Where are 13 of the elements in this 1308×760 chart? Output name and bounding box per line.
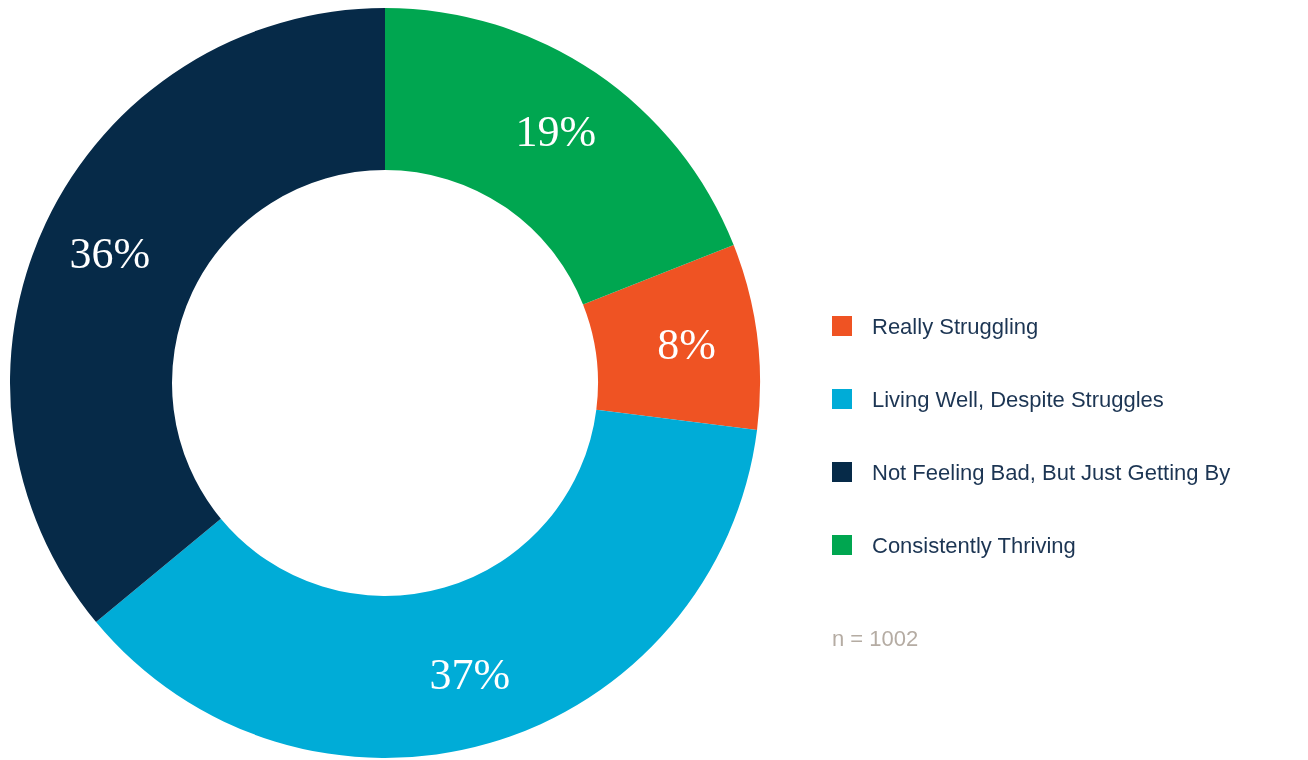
- donut-slice: [96, 409, 758, 758]
- legend-label: Really Struggling: [872, 313, 1039, 339]
- legend-label: Not Feeling Bad, But Just Getting By: [872, 459, 1231, 485]
- text: n = 1002: [832, 625, 919, 651]
- data-label: 8%: [657, 320, 716, 370]
- data-label: 37%: [429, 650, 511, 700]
- donut-slice: [10, 8, 385, 623]
- data-label: 19%: [515, 107, 597, 157]
- donut-slice: [385, 8, 734, 305]
- donut-slice: [583, 244, 760, 430]
- data-label: 36%: [69, 229, 151, 279]
- legend-label: Consistently Thriving: [872, 532, 1076, 558]
- legend-label: Living Well, Despite Struggles: [872, 386, 1164, 412]
